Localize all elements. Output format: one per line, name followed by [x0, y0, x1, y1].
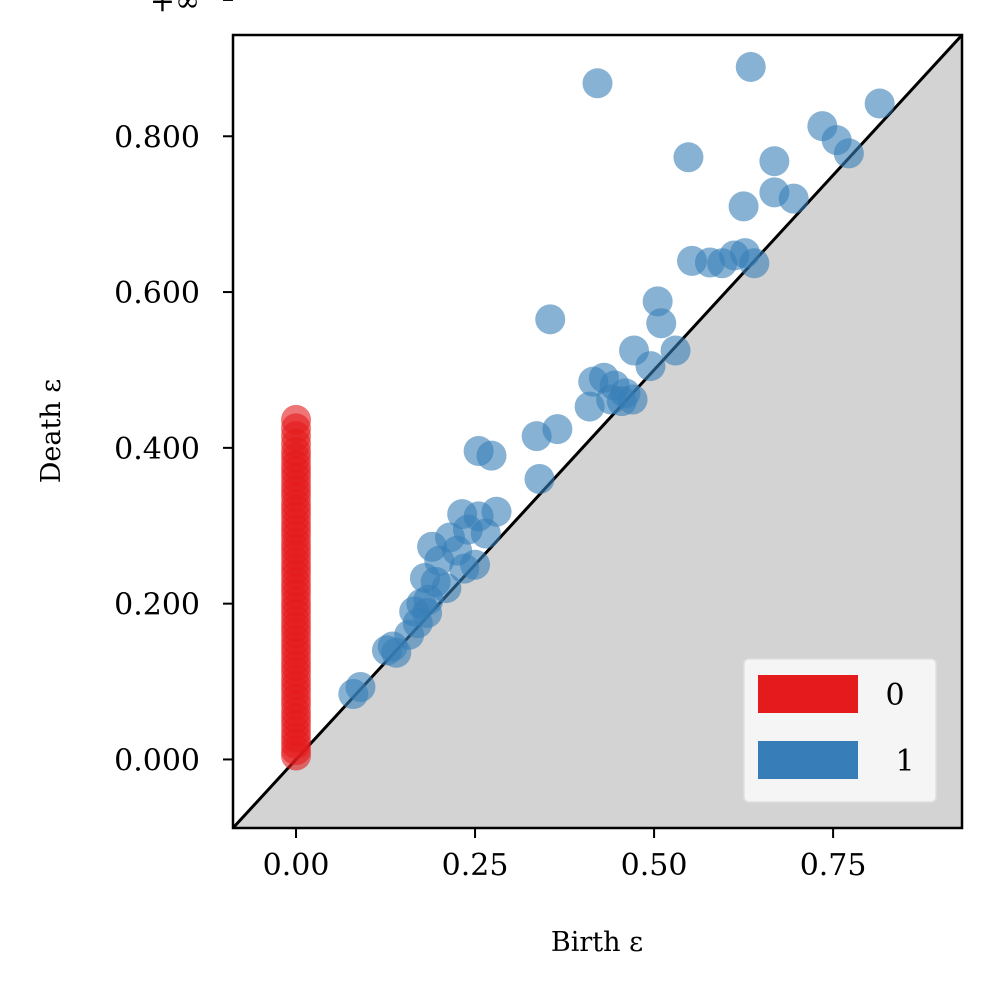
series-1-point-40: [470, 518, 501, 549]
series-1-point-16: [739, 248, 770, 279]
series-1-point-9: [728, 191, 759, 222]
series-1-point-1: [735, 51, 766, 82]
series-1-point-6: [864, 88, 895, 119]
series-1-point-29: [617, 384, 648, 415]
y-tick-label-2: 0.400: [114, 432, 200, 467]
series-1-point-0: [582, 68, 613, 99]
legend: 0 1: [743, 658, 937, 803]
series-1-point-21: [660, 335, 691, 366]
y-axis: 0.000 0.200 0.400 0.600 0.800 +∞: [114, 0, 233, 778]
points-layer: [281, 0, 895, 771]
y-tick-label-0: 0.000: [114, 743, 200, 778]
series-1-point-10: [778, 183, 809, 214]
y-tick-label-3: 0.600: [114, 276, 200, 311]
x-axis: 0.00 0.25 0.50 0.75: [263, 828, 867, 883]
series-1-point-18: [646, 308, 677, 339]
series-1-point-35: [524, 464, 555, 495]
y-tick-label-infinity: +∞: [150, 0, 200, 19]
series-1-point-2: [673, 142, 704, 173]
legend-label-0: 0: [885, 678, 904, 713]
series-1-point-58: [381, 637, 412, 668]
y-tick-label-4: 0.800: [114, 120, 200, 155]
series-1-point-19: [535, 304, 566, 335]
x-tick-label-2: 0.50: [621, 848, 688, 883]
plot-area: [233, 0, 962, 828]
series-1-point-34: [476, 440, 507, 471]
legend-label-1: 1: [895, 744, 914, 779]
series-1-point-30: [574, 391, 605, 422]
y-tick-label-1: 0.200: [114, 588, 200, 623]
series-1-point-5: [833, 138, 864, 169]
series-1-point-46: [460, 549, 491, 580]
plot-frame: [231, 33, 964, 830]
series-0-point-51: [281, 404, 312, 435]
y-axis-label: Death ε: [36, 379, 67, 484]
legend-swatch-0: [758, 675, 858, 713]
series-0-infinite-point-0: [281, 0, 311, 15]
x-tick-label-0: 0.00: [263, 848, 330, 883]
series-1-point-60: [338, 679, 369, 710]
x-axis-label: Birth ε: [551, 927, 643, 958]
series-1-point-32: [521, 421, 552, 452]
series-1-point-22: [635, 351, 666, 382]
series-1-point-7: [759, 146, 790, 177]
x-tick-label-3: 0.75: [800, 848, 867, 883]
x-tick-label-1: 0.25: [442, 848, 509, 883]
legend-swatch-1: [758, 741, 858, 779]
